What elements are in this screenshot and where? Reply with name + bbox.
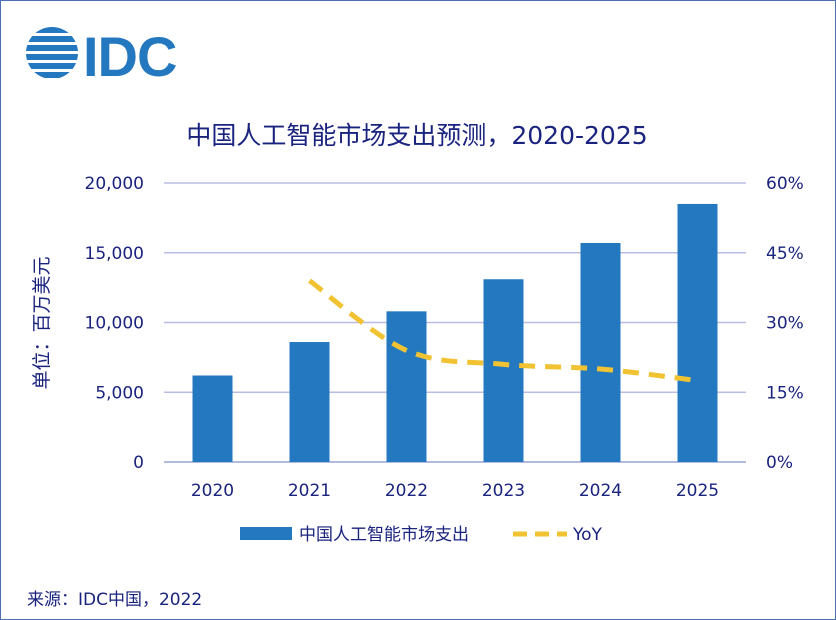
axes: 0 5,000 10,000 15,000 20,000 0% 15% 30% 45% 60% 20… [85, 174, 804, 501]
chart-svg: 中国人工智能市场支出预测，2020-2025 单位：百万美元 0 5,000 10,… [31, 121, 804, 545]
legend: 中国人工智能市场支出 YoY [240, 525, 603, 545]
legend-line-label: YoY [572, 525, 603, 545]
y-axis-label: 单位：百万美元 [31, 256, 53, 389]
x-tick-label: 2024 [579, 481, 622, 501]
x-tick-label: 2023 [482, 481, 525, 501]
x-tick-label: 2022 [385, 481, 428, 501]
y2-tick-label: 30% [766, 314, 804, 334]
yoy-line-group [308, 278, 698, 384]
bar [386, 311, 427, 462]
y-tick-label: 20,000 [85, 174, 144, 194]
gridlines [164, 182, 746, 463]
x-tick-label: 2021 [288, 481, 331, 501]
idc-globe-icon [26, 27, 78, 78]
y-tick-label: 10,000 [85, 314, 144, 334]
y2-tick-label: 60% [766, 174, 804, 194]
y-tick-label: 15,000 [85, 244, 144, 264]
bar [483, 279, 524, 462]
y2-tick-label: 45% [766, 244, 804, 264]
x-tick-label: 2020 [191, 481, 234, 501]
legend-bar-label: 中国人工智能市场支出 [299, 525, 469, 545]
y2-tick-label: 15% [766, 383, 804, 403]
chart-title: 中国人工智能市场支出预测，2020-2025 [186, 121, 647, 150]
idc-logo: IDC [26, 25, 177, 83]
y2-tick-label: 0% [766, 453, 793, 473]
bar [580, 242, 621, 462]
y-tick-label: 5,000 [95, 383, 144, 403]
bar [192, 375, 233, 462]
legend-bar-swatch [240, 527, 292, 540]
y-tick-label: 0 [133, 453, 144, 473]
x-tick-label: 2025 [676, 481, 719, 501]
bars [192, 203, 718, 463]
bar [677, 203, 718, 463]
yoy-line [308, 278, 698, 384]
bar [289, 342, 330, 462]
idc-logo-text: IDC [83, 25, 176, 83]
source-note: 来源：IDC中国，2022 [27, 590, 203, 610]
